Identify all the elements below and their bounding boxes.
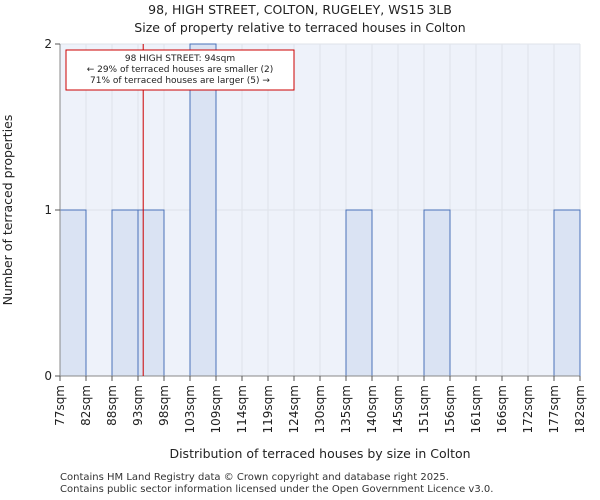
bar: [59, 209, 87, 377]
marker-annotation-line: 71% of terraced houses are larger (5) →: [90, 76, 270, 86]
x-tick-label: 109sqm: [209, 385, 223, 433]
footer-licence: Contains public sector information licen…: [60, 484, 494, 495]
marker-annotation-box: [65, 49, 295, 91]
marker-annotation-line: ← 29% of terraced houses are smaller (2): [87, 65, 274, 75]
bar: [553, 209, 581, 377]
bar-chart: 0 1 2 77sqm 82sqm 88sqm 93sqm 98sqm 103sqm 109sqm…: [0, 37, 587, 461]
x-tick-label: 182sqm: [573, 385, 587, 433]
marker: 98 HIGH STREET: 94sqm← 29% of terraced h…: [65, 44, 295, 376]
chart-subtitle: Size of property relative to terraced ho…: [134, 20, 466, 35]
marker-annotation-line: 98 HIGH STREET: 94sqm: [125, 54, 235, 64]
y-axis-label: Number of terraced properties: [0, 115, 15, 306]
x-tick-label: 151sqm: [417, 385, 431, 433]
x-tick-label: 124sqm: [287, 385, 301, 433]
chart-title: 98, HIGH STREET, COLTON, RUGELEY, WS15 3…: [148, 2, 452, 17]
x-tick-label: 93sqm: [131, 385, 145, 426]
x-tick-label: 161sqm: [469, 385, 483, 433]
bar: [111, 209, 139, 377]
x-tick-label: 156sqm: [443, 385, 457, 433]
tick-labels: 0 1 2 77sqm 82sqm 88sqm 93sqm 98sqm 103sqm 109sqm…: [44, 37, 587, 433]
x-tick-label: 145sqm: [391, 385, 405, 433]
x-tick-label: 88sqm: [105, 385, 119, 426]
x-tick-label: 140sqm: [365, 385, 379, 433]
bar: [189, 43, 217, 377]
x-tick-label: 119sqm: [261, 385, 275, 433]
x-tick-label: 172sqm: [521, 385, 535, 433]
y-tick-label: 1: [44, 203, 52, 217]
bar: [137, 209, 165, 377]
footer-copyright: Contains HM Land Registry data © Crown c…: [60, 472, 449, 483]
x-tick-label: 177sqm: [547, 385, 561, 433]
x-tick-label: 114sqm: [235, 385, 249, 433]
x-tick-label: 130sqm: [313, 385, 327, 433]
x-tick-label: 103sqm: [183, 385, 197, 433]
x-tick-label: 166sqm: [495, 385, 509, 433]
y-tick-label: 2: [44, 37, 52, 51]
bar: [423, 209, 451, 377]
x-tick-label: 98sqm: [157, 385, 171, 426]
x-tick-label: 77sqm: [53, 385, 67, 426]
x-tick-label: 82sqm: [79, 385, 93, 426]
bar: [345, 209, 373, 377]
y-tick-label: 0: [44, 369, 52, 383]
x-tick-label: 135sqm: [339, 385, 353, 433]
x-axis-label: Distribution of terraced houses by size …: [169, 446, 470, 461]
